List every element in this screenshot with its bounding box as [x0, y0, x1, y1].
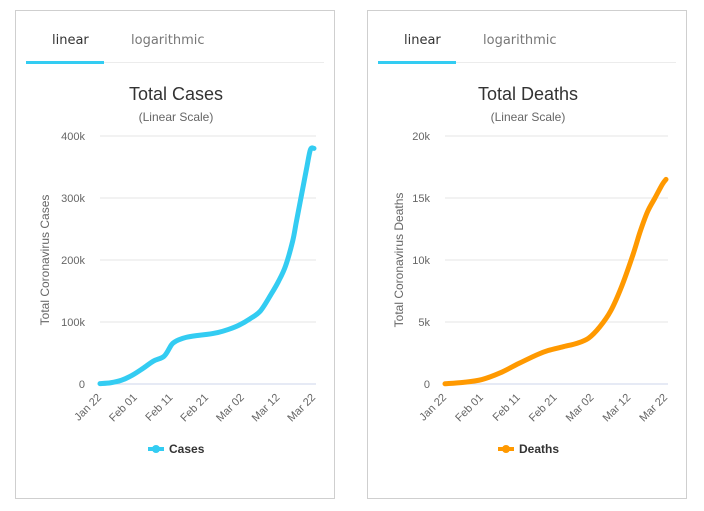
- legend-item-cases: Cases: [169, 442, 205, 456]
- y-tick-label: 5k: [418, 317, 430, 329]
- x-tick-label: Feb 11: [143, 392, 175, 424]
- active-tab-indicator: [26, 61, 104, 64]
- legend-item-deaths: Deaths: [519, 442, 559, 456]
- active-tab-indicator: [378, 61, 456, 64]
- legend-marker-symbol: [502, 445, 510, 453]
- legend-marker-symbol: [152, 445, 160, 453]
- y-tick-label: 300k: [61, 193, 85, 205]
- x-tick-label: Jan 22: [417, 392, 449, 424]
- x-tick-label: Mar 12: [601, 392, 634, 425]
- y-axis-label: Total Coronavirus Deaths: [392, 193, 406, 328]
- deaths-chart: Total Deaths (Linear Scale) 0 5k 10k 15k 20k To…: [392, 84, 670, 456]
- x-tick-label: Feb 21: [178, 392, 211, 425]
- cases-chart: Total Cases (Linear Scale) 0 100k 200k 300k 40…: [38, 84, 318, 456]
- chart-title: Total Deaths: [478, 84, 578, 104]
- x-tick-label: Feb 01: [453, 392, 486, 425]
- tab-logarithmic[interactable]: logarithmic: [483, 33, 557, 48]
- series-line-cases: [97, 145, 317, 387]
- scale-tabs: linear logarithmic: [378, 11, 676, 64]
- scale-tabs: linear logarithmic: [26, 11, 324, 64]
- y-tick-label: 0: [79, 379, 85, 391]
- x-tick-label: Jan 22: [72, 392, 104, 424]
- x-tick-label: Mar 02: [214, 392, 247, 425]
- x-tick-label: Mar 02: [564, 392, 597, 425]
- tab-linear[interactable]: linear: [404, 33, 441, 48]
- x-tick-label: Mar 22: [285, 392, 318, 425]
- y-tick-label: 20k: [412, 131, 430, 143]
- x-tick-label: Mar 12: [250, 392, 283, 425]
- x-tick-label: Feb 11: [491, 392, 523, 424]
- tab-linear[interactable]: linear: [52, 33, 89, 48]
- chart-subtitle: (Linear Scale): [139, 110, 214, 124]
- y-tick-label: 400k: [61, 131, 85, 143]
- y-tick-label: 10k: [412, 255, 430, 267]
- chart-subtitle: (Linear Scale): [491, 110, 566, 124]
- tab-logarithmic[interactable]: logarithmic: [131, 33, 205, 48]
- y-tick-label: 100k: [61, 317, 85, 329]
- cases-chart-panel: linear logarithmic Total Cases (Linear Sc…: [15, 10, 335, 499]
- y-tick-label: 200k: [61, 255, 85, 267]
- chart-title: Total Cases: [129, 84, 223, 104]
- y-tick-label: 0: [424, 379, 430, 391]
- deaths-chart-panel: linear logarithmic Total Deaths (Linear S…: [367, 10, 687, 499]
- y-tick-label: 15k: [412, 193, 430, 205]
- x-tick-label: Mar 22: [637, 392, 670, 425]
- series-line-deaths: [442, 176, 669, 387]
- x-tick-label: Feb 21: [527, 392, 560, 425]
- x-tick-label: Feb 01: [107, 392, 140, 425]
- y-axis-label: Total Coronavirus Cases: [38, 195, 52, 326]
